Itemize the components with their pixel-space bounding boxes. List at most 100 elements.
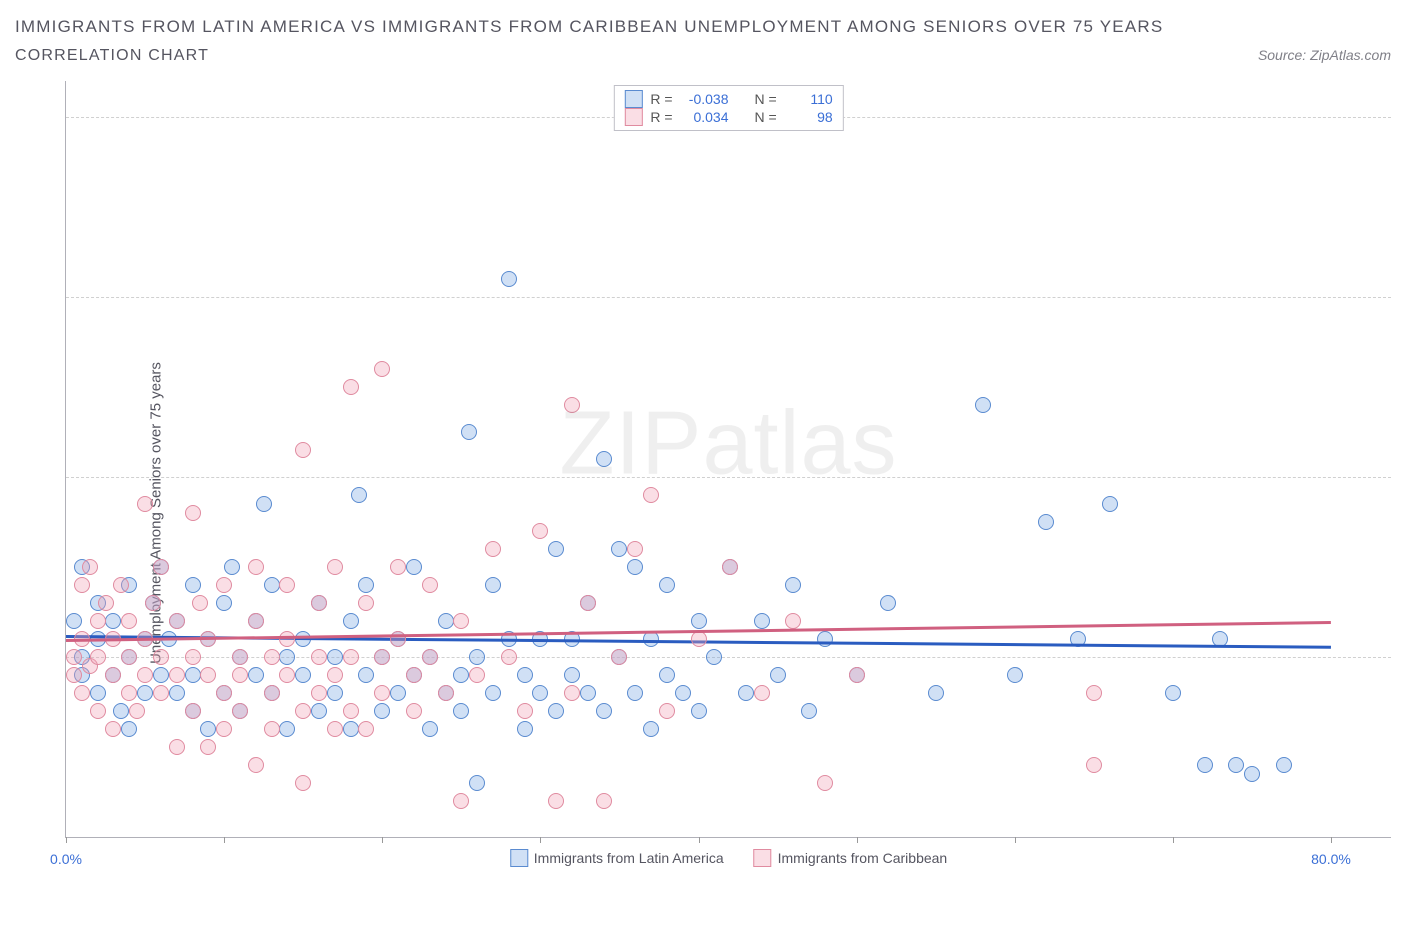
data-point [580, 685, 596, 701]
data-point [185, 505, 201, 521]
data-point [169, 685, 185, 701]
data-point [438, 613, 454, 629]
data-point [975, 397, 991, 413]
data-point [343, 613, 359, 629]
data-point [248, 667, 264, 683]
y-tick-label: 30.0% [1396, 289, 1406, 305]
data-point [659, 577, 675, 593]
data-point [817, 775, 833, 791]
watermark: ZIPatlas [559, 392, 897, 495]
data-point [295, 703, 311, 719]
data-point [185, 703, 201, 719]
data-point [248, 559, 264, 575]
data-point [817, 631, 833, 647]
data-point [611, 649, 627, 665]
data-point [113, 577, 129, 593]
x-tick [1173, 837, 1174, 843]
data-point [121, 649, 137, 665]
data-point [453, 613, 469, 629]
data-point [785, 577, 801, 593]
data-point [564, 667, 580, 683]
swatch-icon [754, 849, 772, 867]
data-point [185, 577, 201, 593]
data-point [501, 271, 517, 287]
data-point [738, 685, 754, 701]
data-point [374, 361, 390, 377]
x-tick [224, 837, 225, 843]
data-point [722, 559, 738, 575]
data-point [643, 487, 659, 503]
x-tick [382, 837, 383, 843]
data-point [343, 721, 359, 737]
swatch-icon [624, 90, 642, 108]
data-point [264, 721, 280, 737]
data-point [659, 667, 675, 683]
data-point [224, 559, 240, 575]
data-point [200, 667, 216, 683]
data-point [374, 649, 390, 665]
data-point [390, 685, 406, 701]
data-point [453, 793, 469, 809]
data-point [517, 703, 533, 719]
data-point [216, 595, 232, 611]
data-point [1007, 667, 1023, 683]
source-attribution: Source: ZipAtlas.com [1258, 47, 1391, 63]
data-point [105, 613, 121, 629]
legend-item-latin-america: Immigrants from Latin America [510, 849, 724, 867]
x-tick-label: 80.0% [1311, 851, 1351, 867]
data-point [248, 757, 264, 773]
data-point [691, 613, 707, 629]
data-point [327, 649, 343, 665]
data-point [596, 451, 612, 467]
data-point [358, 721, 374, 737]
data-point [643, 721, 659, 737]
data-point [137, 685, 153, 701]
data-point [461, 424, 477, 440]
data-point [279, 667, 295, 683]
data-point [611, 541, 627, 557]
legend-item-caribbean: Immigrants from Caribbean [754, 849, 948, 867]
legend-row-latin-america: R = -0.038 N = 110 [624, 90, 832, 108]
data-point [327, 559, 343, 575]
data-point [501, 649, 517, 665]
data-point [121, 613, 137, 629]
data-point [66, 667, 82, 683]
data-point [74, 577, 90, 593]
data-point [343, 379, 359, 395]
data-point [849, 667, 865, 683]
data-point [90, 703, 106, 719]
data-point [406, 667, 422, 683]
data-point [343, 703, 359, 719]
data-point [256, 496, 272, 512]
data-point [469, 775, 485, 791]
data-point [327, 721, 343, 737]
data-point [564, 685, 580, 701]
data-point [264, 577, 280, 593]
data-point [153, 685, 169, 701]
data-point [279, 577, 295, 593]
data-point [564, 397, 580, 413]
data-point [770, 667, 786, 683]
data-point [153, 559, 169, 575]
data-point [880, 595, 896, 611]
data-point [311, 685, 327, 701]
x-tick [857, 837, 858, 843]
data-point [374, 703, 390, 719]
data-point [390, 559, 406, 575]
data-point [279, 649, 295, 665]
data-point [659, 703, 675, 719]
data-point [706, 649, 722, 665]
x-tick [540, 837, 541, 843]
data-point [90, 649, 106, 665]
data-point [422, 649, 438, 665]
data-point [675, 685, 691, 701]
data-point [216, 577, 232, 593]
data-point [279, 631, 295, 647]
data-point [548, 793, 564, 809]
data-point [343, 649, 359, 665]
data-point [1228, 757, 1244, 773]
data-point [264, 649, 280, 665]
data-point [785, 613, 801, 629]
data-point [98, 595, 114, 611]
data-point [327, 667, 343, 683]
